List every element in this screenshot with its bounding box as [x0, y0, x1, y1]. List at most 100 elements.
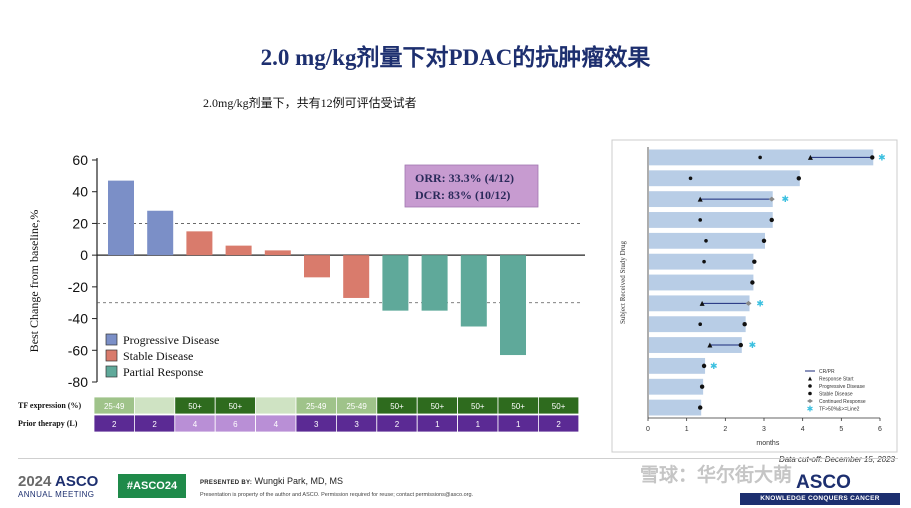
swimmer-legend-item: Response Start: [808, 376, 854, 383]
table-cell-text: 2: [395, 420, 400, 429]
table-cell-text: 2: [152, 420, 157, 429]
stable-disease-marker: [704, 239, 708, 243]
table-cell-text: 50+: [511, 402, 525, 411]
waterfall-bar: [147, 210, 174, 256]
swimmer-legend-item: CR/PR: [805, 369, 835, 375]
table-cell: [538, 414, 580, 433]
waterfall-bar: [304, 255, 330, 278]
waterfall-bar: [460, 255, 487, 327]
waterfall-bar: [108, 180, 134, 256]
y-tick-label: -20: [68, 279, 88, 295]
asco-logo: ASCO: [796, 472, 851, 493]
swimmer-bar: [649, 357, 706, 374]
asco-word: ASCO: [55, 473, 99, 490]
waterfall-bar: [186, 231, 213, 256]
asco-tagline: KNOWLEDGE CONQUERS CANCER: [740, 493, 900, 505]
progressive-disease-marker: [761, 238, 767, 244]
hashtag-badge: #ASCO24: [118, 474, 186, 498]
swimmer-bar: [649, 399, 702, 416]
swimmer-legend-item: Continued Response: [807, 399, 866, 405]
table-cell-text: 1: [516, 420, 521, 429]
swimmer-legend-label: Progressive Disease: [819, 384, 865, 390]
swimmer-legend-label: CR/PR: [819, 369, 835, 375]
stable-disease-marker: [702, 259, 706, 264]
table-cell-text: 50+: [390, 402, 404, 411]
swimmer-legend-label: Continued Response: [819, 399, 866, 405]
legend-label: Stable Disease: [123, 349, 193, 363]
table-cell-text: 3: [314, 420, 319, 429]
waterfall-bar: [421, 255, 448, 311]
table-row-label: Prior therapy (L): [18, 419, 78, 428]
response-start-marker: [699, 300, 705, 306]
stable-disease-marker: [758, 155, 762, 160]
y-tick-label: -80: [68, 374, 88, 390]
footer-divider: [18, 458, 898, 459]
tf-marker: ✱: [710, 362, 718, 372]
swimmer-bar: [649, 378, 704, 395]
table-cell-text: 1: [476, 420, 481, 429]
table-cell-text: 3: [354, 420, 359, 429]
waterfall-bar: [225, 245, 252, 256]
permission-notice: Presentation is property of the author a…: [200, 492, 474, 498]
progressive-disease-marker: [701, 363, 707, 369]
progressive-disease-marker: [750, 280, 755, 285]
swimmer-legend-item: ✱ TF>50%&>=Line2: [807, 405, 860, 414]
swimmer-legend-item: Progressive Disease: [808, 384, 865, 390]
response-start-marker: [697, 196, 703, 202]
waterfall-bar: [382, 255, 409, 311]
swimmer-y-label: Subject Received Study Drug: [619, 240, 627, 324]
swimmer-bar: [649, 316, 746, 333]
legend-diamond: [807, 399, 813, 403]
y-tick-label: 40: [72, 184, 88, 200]
table-cell: [538, 396, 580, 415]
continued-response-marker: [745, 300, 752, 306]
progressive-disease-marker: [698, 405, 703, 410]
watermark: 雪球：华尔街大萌: [640, 465, 793, 486]
y-tick-label: -60: [68, 342, 88, 358]
asco-annual-meeting: ANNUAL MEETING: [18, 490, 95, 499]
y-tick-label: 20: [72, 215, 88, 231]
presenter-line: PRESENTED BY: Wungki Park, MD, MS: [200, 476, 343, 486]
table-cell-text: 4: [274, 420, 279, 429]
response-start-marker: [707, 342, 713, 348]
legend-label: Progressive Disease: [123, 333, 219, 347]
swimmer-bar: [649, 295, 750, 312]
tf-marker: ✱: [781, 195, 789, 205]
legend-triangle: [808, 376, 812, 381]
stable-disease-marker: [698, 322, 702, 326]
tf-marker: ✱: [878, 153, 886, 163]
waterfall-bar: [500, 255, 526, 356]
table-cell-text: 50+: [552, 402, 566, 411]
waterfall-bar: [343, 255, 370, 298]
table-row-label: TF expression (%): [18, 401, 81, 410]
progressive-disease-marker: [870, 155, 875, 160]
dcr-label: DCR: 83% (10/12): [415, 188, 510, 202]
legend-dot: [808, 384, 812, 388]
table-cell-text: 4: [193, 420, 198, 429]
asco-meeting-logo: 2024 ASCO: [18, 473, 98, 490]
table-cell-text: 25-49: [104, 402, 125, 411]
y-axis-label: Best Change from baseline,%: [27, 210, 41, 353]
swimmer-x-tick-label: 0: [646, 426, 650, 433]
legend-swatch: [105, 333, 118, 346]
swimmer-legend-label: Response Start: [819, 377, 854, 383]
table-cell-text: 6: [233, 420, 238, 429]
y-tick-label: 60: [72, 152, 88, 168]
legend-swatch: [105, 349, 118, 362]
swimmer-x-label: months: [756, 440, 779, 447]
cutoff-note: Data cut-off: December 15, 2023: [779, 455, 896, 464]
slide-subtitle: 2.0mg/kg剂量下，共有12例可评估受试者: [203, 96, 417, 110]
swimmer-bar: [649, 212, 773, 228]
progressive-disease-marker: [738, 342, 743, 348]
swimmer-x-tick-label: 2: [723, 426, 727, 433]
y-tick-label: 0: [80, 247, 88, 263]
swimmer-x-tick-label: 1: [685, 426, 689, 433]
swimmer-legend-label: TF>50%&>=Line2: [819, 407, 860, 413]
legend-star: ✱: [807, 405, 814, 414]
orr-label: ORR: 33.3% (4/12): [415, 171, 514, 185]
presented-by-label: PRESENTED BY:: [200, 480, 253, 486]
swimmer-bar: [649, 170, 800, 187]
table-cell-text: 50+: [431, 402, 445, 411]
table-cell-text: 50+: [229, 402, 243, 411]
